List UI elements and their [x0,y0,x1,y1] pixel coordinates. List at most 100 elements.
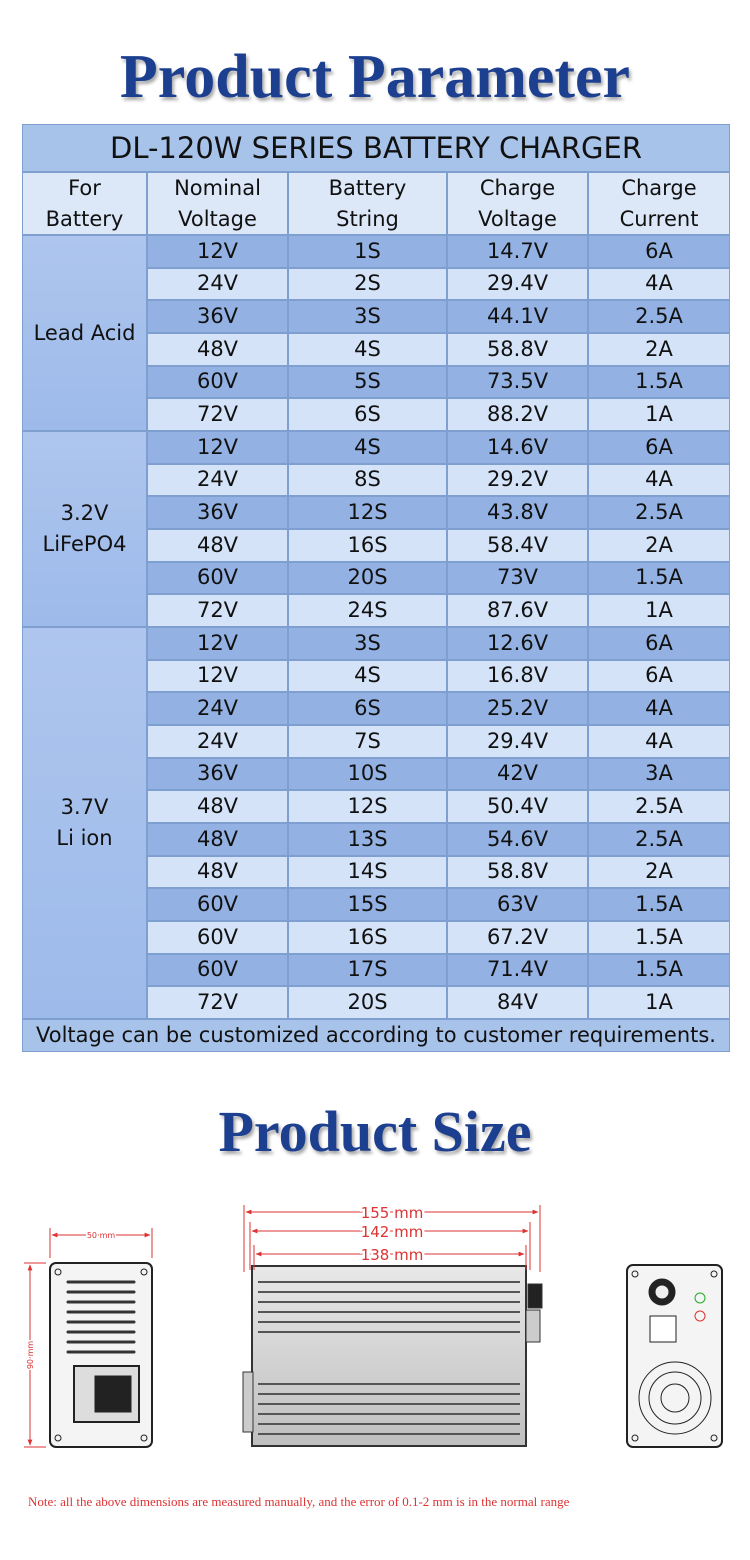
data-cell: 1A [588,398,730,431]
cell-text: 4A [645,467,673,492]
cell-text: 20S [347,565,388,590]
cell-text: 42V [496,761,539,786]
group-cell: Lead Acid [22,235,147,431]
data-cell: 67.2V [447,921,588,954]
data-cell: 17S [288,953,447,987]
data-cell: 60V [147,561,288,595]
data-cell: 6S [288,398,447,431]
data-cell: 4S [288,659,447,693]
cell-text: 48V [196,794,239,819]
cell-text: 72V [196,598,239,623]
cell-text: 16S [347,532,388,557]
data-cell: 3A [588,757,730,791]
data-cell: 60V [147,888,288,921]
data-cell: 48V [147,855,288,889]
cell-text: Current [619,206,699,231]
data-cell: 24S [288,594,447,627]
cell-text: Li ion [56,826,113,850]
cell-text: 14S [347,859,388,884]
data-cell: 36V [147,496,288,529]
data-cell: 48V [147,790,288,823]
data-cell: 16S [288,529,447,562]
cell-text: 4S [354,434,381,459]
table-title: DL-120W SERIES BATTERY CHARGER [22,124,730,172]
cell-text: 54.6V [486,826,549,851]
data-cell: 1.5A [588,561,730,595]
data-cell: 43.8V [447,496,588,529]
cell-text: 25.2V [486,696,549,721]
cell-text: 6A [645,434,673,459]
header-cell: Charge Voltage [447,172,588,235]
data-cell: 24V [147,463,288,497]
cell-text: 4S [354,663,381,688]
cell-text: 1.5A [635,957,683,982]
cell-text: 1A [645,990,673,1015]
cell-text: 48V [196,826,239,851]
data-cell: 1.5A [588,921,730,954]
cell-text: 12S [347,500,388,525]
cell-text: 24V [196,467,239,492]
data-cell: 6A [588,431,730,464]
cell-text: 29.2V [486,467,549,492]
data-cell: 29.4V [447,267,588,301]
cell-text: 58.8V [486,859,549,884]
cell-text: 84V [496,990,539,1015]
data-cell: 2.5A [588,300,730,333]
cell-text: 16.8V [486,663,549,688]
header-cell: For Battery [22,172,147,235]
data-cell: 60V [147,953,288,987]
cell-text: 44.1V [486,304,549,329]
data-cell: 12V [147,235,288,268]
cell-text: Lead Acid [33,320,136,345]
page-title: Product Parameter [119,43,631,111]
data-cell: 15S [288,888,447,921]
cell-text: String [336,206,399,231]
cell-text: 3S [354,630,381,655]
cell-text: Battery [45,206,124,231]
data-cell: 73.5V [447,365,588,399]
cell-text: 15S [347,892,388,917]
data-cell: 48V [147,823,288,856]
cell-text: 13S [347,826,388,851]
cell-text: 67.2V [486,924,549,949]
data-cell: 1A [588,986,730,1019]
cell-text: 72V [196,402,239,427]
cell-text: 58.8V [486,336,549,361]
top-view [242,1265,543,1447]
data-cell: 72V [147,986,288,1019]
dim-label: 142 mm [361,1223,424,1241]
cell-text: Nominal [174,175,261,200]
cell-text: 50.4V [486,794,549,819]
cell-text: 1S [354,238,381,263]
data-cell: 88.2V [447,398,588,431]
data-cell: 60V [147,921,288,954]
group-cell: 3.7V Li ion [22,627,147,1019]
cell-text: 3.7V [60,795,109,819]
data-cell: 1S [288,235,447,268]
data-cell: 71.4V [447,953,588,987]
data-cell: 13S [288,823,447,856]
data-cell: 2.5A [588,823,730,856]
data-cell: 2A [588,855,730,889]
cell-text: 14.7V [486,238,549,263]
cell-text: 4S [354,336,381,361]
data-cell: 44.1V [447,300,588,333]
data-cell: 58.8V [447,855,588,889]
cell-text: 1.5A [635,924,683,949]
data-cell: 20S [288,986,447,1019]
data-cell: 72V [147,594,288,627]
cell-text: 48V [196,336,239,361]
data-cell: 4A [588,725,730,758]
group-cell: 3.2V LiFePO4 [22,431,147,627]
data-cell: 20S [288,561,447,595]
data-cell: 16.8V [447,659,588,693]
data-cell: 14.6V [447,431,588,464]
data-cell: 1.5A [588,888,730,921]
data-cell: 1.5A [588,365,730,399]
cell-text: 2.5A [635,826,683,851]
cell-text: 2.5A [635,304,683,329]
cell-text: 4A [645,696,673,721]
cell-text: 2.5A [635,500,683,525]
data-cell: 25.2V [447,692,588,725]
dim-label: 155 mm [361,1204,424,1222]
